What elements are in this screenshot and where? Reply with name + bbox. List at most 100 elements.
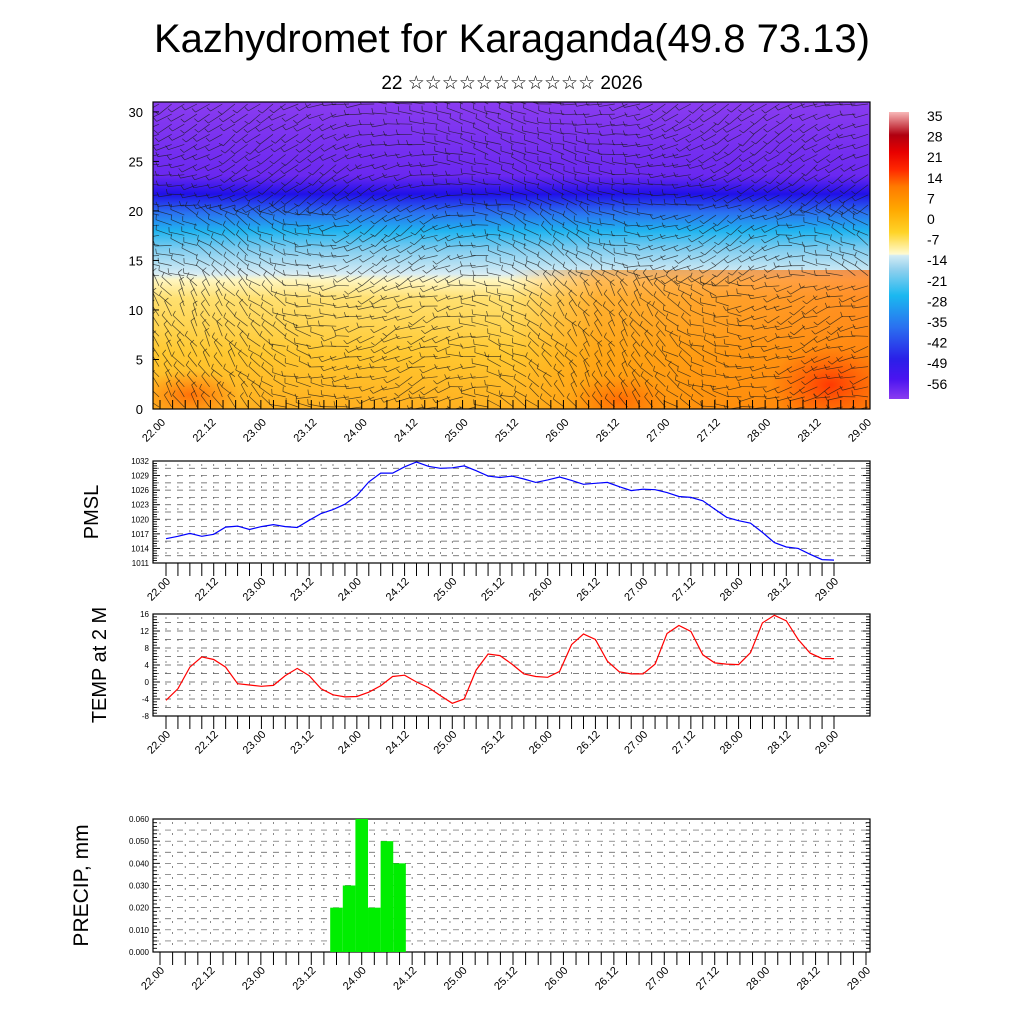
barb-flag (500, 133, 503, 139)
barb-flag (244, 196, 249, 202)
barb-shaft (727, 295, 742, 297)
barb-flag (268, 338, 270, 344)
wind-barb (283, 206, 299, 216)
barb-flag (677, 365, 679, 371)
barb-shaft (815, 396, 831, 399)
wind-barb (396, 204, 413, 213)
barb-flag (223, 293, 227, 299)
wind-barb (334, 330, 349, 337)
barb-flag (596, 360, 601, 364)
barb-shaft (488, 339, 502, 347)
barb-shaft (384, 346, 400, 355)
wind-barb (583, 357, 590, 377)
barb-shaft (271, 393, 286, 398)
barb-shaft (296, 305, 311, 308)
wind-barb (788, 194, 805, 204)
barb-flag (539, 393, 543, 399)
wind-barb (384, 184, 400, 192)
barb-flag (686, 163, 691, 169)
barb-flag (470, 219, 473, 225)
wind-barb (176, 338, 185, 357)
wind-barb (789, 325, 805, 336)
barb-shaft (358, 346, 375, 351)
barb-flag (622, 152, 626, 157)
barb-flag (646, 275, 650, 281)
barb-flag (789, 391, 794, 396)
barb-flag (170, 233, 173, 239)
barb-shaft (153, 355, 160, 367)
barb-flag (527, 373, 531, 379)
barb-flag (611, 128, 614, 134)
barb-shaft (208, 174, 223, 181)
wind-barb (319, 252, 337, 258)
wind-barb (306, 344, 324, 350)
barb-shaft (678, 340, 691, 347)
barb-shaft (225, 305, 236, 317)
barb-flag (333, 267, 338, 272)
barb-shaft (587, 103, 603, 106)
barb-shaft (551, 229, 565, 236)
barb-flag (592, 391, 596, 396)
wind-barb (383, 376, 400, 384)
barb-shaft (310, 331, 324, 337)
barb-shaft (611, 188, 628, 196)
wind-barb (471, 358, 489, 367)
wind-barb (356, 184, 375, 195)
barb-flag (590, 291, 594, 297)
barb-flag (395, 129, 398, 135)
barb-flag (712, 140, 717, 145)
wind-barb (536, 102, 552, 105)
barb-shaft (273, 379, 286, 388)
barb-flag (307, 191, 313, 195)
barb-flag (381, 349, 386, 354)
barb-shaft (210, 103, 223, 112)
wind-barb (369, 295, 388, 305)
wind-barb (409, 235, 426, 246)
barb-shaft (184, 154, 198, 161)
wind-barb (644, 329, 654, 347)
wind-barb (724, 133, 742, 143)
barb-flag (712, 203, 716, 209)
barb-flag (180, 193, 183, 198)
wind-barb (540, 383, 552, 398)
barb-shaft (274, 144, 286, 153)
wind-barb (549, 125, 565, 135)
barb-shaft (384, 174, 400, 178)
barb-shaft (282, 375, 299, 378)
barb-flag (459, 294, 463, 300)
barb-shaft (376, 255, 388, 266)
barb-shaft (767, 194, 780, 202)
wind-barb (537, 261, 552, 276)
wind-barb (409, 105, 425, 115)
barb-flag (432, 264, 436, 270)
barb-shaft (222, 225, 236, 236)
barb-shaft (459, 335, 476, 338)
barb-flag (356, 364, 360, 370)
barb-flag (236, 220, 240, 226)
wind-barb (474, 157, 489, 165)
wind-barb (524, 146, 539, 155)
barb-flag (749, 277, 754, 283)
barb-shaft (410, 214, 426, 223)
barb-flag (748, 353, 751, 359)
wind-barb (686, 245, 704, 252)
barb-flag (294, 259, 297, 265)
barb-flag (687, 379, 690, 385)
barb-shaft (296, 264, 311, 266)
barb-flag (331, 326, 335, 332)
barb-shaft (308, 324, 324, 327)
barb-flag (561, 243, 564, 249)
wind-barb (355, 345, 375, 351)
barb-flag (418, 254, 422, 260)
barb-flag (750, 324, 754, 330)
barb-shaft (563, 170, 577, 176)
barb-shaft (589, 229, 603, 236)
wind-barb (227, 391, 236, 408)
wind-barb (282, 204, 299, 214)
barb-shaft (199, 388, 210, 398)
wind-barb (673, 275, 691, 285)
wind-barb (672, 133, 691, 142)
barb-shaft (235, 134, 248, 144)
barb-shaft (237, 245, 248, 256)
barb-shaft (348, 346, 362, 353)
